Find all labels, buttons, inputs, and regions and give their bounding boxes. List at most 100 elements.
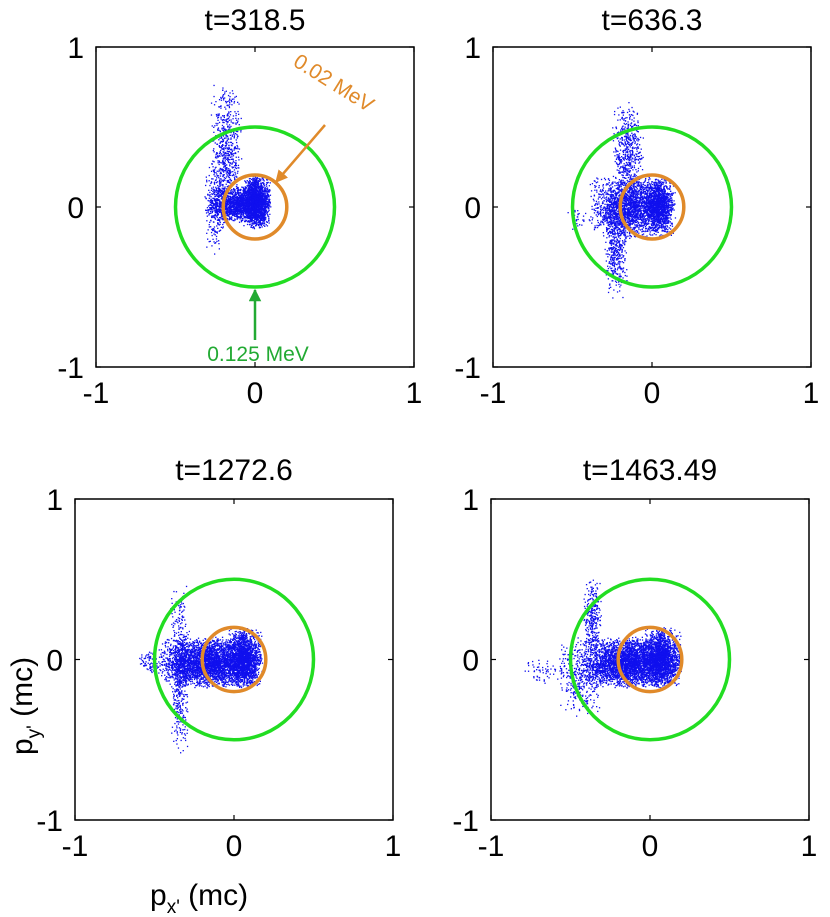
scatter-point <box>612 259 613 260</box>
scatter-point <box>605 249 606 250</box>
scatter-point <box>259 198 260 199</box>
scatter-point <box>233 211 234 212</box>
scatter-point <box>210 211 211 212</box>
scatter-point <box>222 192 223 193</box>
scatter-point <box>221 218 222 219</box>
scatter-point <box>217 195 218 196</box>
scatter-point <box>248 212 249 213</box>
scatter-point <box>209 167 210 168</box>
scatter-point <box>221 145 222 146</box>
scatter-point <box>631 166 632 167</box>
scatter-point <box>250 185 251 186</box>
scatter-point <box>624 242 625 243</box>
scatter-point <box>217 155 218 156</box>
scatter-point <box>625 117 626 118</box>
scatter-point <box>208 229 209 230</box>
scatter-point <box>227 151 228 152</box>
scatter-point <box>237 167 238 168</box>
scatter-point <box>235 160 236 161</box>
scatter-point <box>614 238 615 239</box>
scatter-point <box>624 260 625 261</box>
scatter-point <box>215 234 216 235</box>
scatter-point <box>256 201 257 202</box>
scatter-point <box>637 122 638 123</box>
scatter-point <box>613 262 614 263</box>
scatter-point <box>239 148 240 149</box>
scatter-point <box>269 185 270 186</box>
scatter-point <box>613 151 614 152</box>
scatter-point <box>229 162 230 163</box>
scatter-point <box>628 124 629 125</box>
scatter-point <box>252 188 253 189</box>
scatter-point <box>252 216 253 217</box>
scatter-point <box>242 218 243 219</box>
scatter-point <box>206 198 207 199</box>
scatter-point <box>617 268 618 269</box>
scatter-point <box>619 246 620 247</box>
scatter-point <box>610 240 611 241</box>
scatter-point <box>252 220 253 221</box>
scatter-point <box>217 232 218 233</box>
scatter-point <box>262 217 263 218</box>
scatter-point <box>222 115 223 116</box>
scatter-point <box>208 209 209 210</box>
scatter-point <box>630 146 631 147</box>
scatter-point <box>237 145 238 146</box>
scatter-point <box>210 196 211 197</box>
scatter-point <box>612 127 613 128</box>
scatter-point <box>206 177 207 178</box>
scatter-point <box>210 226 211 227</box>
scatter-point <box>249 180 250 181</box>
scatter-point <box>230 157 231 158</box>
scatter-point <box>224 120 225 121</box>
scatter-point <box>229 209 230 210</box>
scatter-point <box>623 154 624 155</box>
scatter-point <box>624 163 625 164</box>
scatter-point <box>211 217 212 218</box>
scatter-point <box>207 216 208 217</box>
scatter-point <box>224 163 225 164</box>
scatter-point <box>243 194 244 195</box>
scatter-point <box>219 170 220 171</box>
scatter-point <box>225 203 226 204</box>
scatter-point <box>220 117 221 118</box>
scatter-point <box>233 150 234 151</box>
scatter-point <box>229 96 230 97</box>
scatter-point <box>250 190 251 191</box>
scatter-point <box>229 92 230 93</box>
scatter-point <box>626 252 627 253</box>
scatter-point <box>266 207 267 208</box>
scatter-point <box>224 174 225 175</box>
scatter-point <box>237 148 238 149</box>
scatter-point <box>609 249 610 250</box>
scatter-point <box>220 108 221 109</box>
scatter-point <box>261 215 262 216</box>
scatter-point <box>606 237 607 238</box>
scatter-point <box>619 244 620 245</box>
scatter-point <box>255 202 256 203</box>
scatter-point <box>215 201 216 202</box>
scatter-point <box>210 200 211 201</box>
scatter-point <box>615 255 616 256</box>
scatter-point <box>231 101 232 102</box>
scatter-point <box>618 284 619 285</box>
scatter-point <box>619 143 620 144</box>
scatter-point <box>257 182 258 183</box>
scatter-point <box>612 272 613 273</box>
scatter-point <box>625 165 626 166</box>
scatter-point <box>220 175 221 176</box>
scatter-point <box>228 173 229 174</box>
scatter-point <box>616 241 617 242</box>
scatter-point <box>266 188 267 189</box>
scatter-point <box>264 197 265 198</box>
scatter-point <box>622 110 623 111</box>
scatter-point <box>241 194 242 195</box>
scatter-point <box>255 216 256 217</box>
scatter-point <box>622 261 623 262</box>
scatter-point <box>242 197 243 198</box>
scatter-point <box>631 114 632 115</box>
scatter-point <box>617 291 618 292</box>
scatter-point <box>260 189 261 190</box>
